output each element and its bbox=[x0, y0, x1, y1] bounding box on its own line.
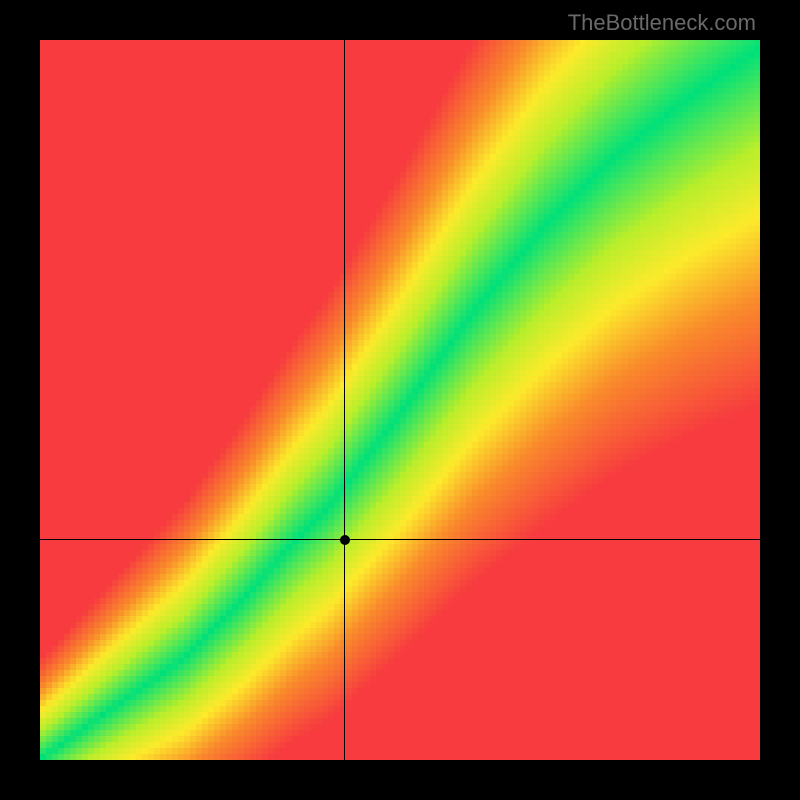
crosshair-horizontal bbox=[40, 539, 760, 540]
crosshair-vertical bbox=[344, 40, 345, 760]
chart-container: TheBottleneck.com bbox=[0, 0, 800, 800]
watermark-label: TheBottleneck.com bbox=[568, 10, 756, 36]
marker-point bbox=[340, 535, 350, 545]
heatmap-canvas bbox=[40, 40, 760, 760]
